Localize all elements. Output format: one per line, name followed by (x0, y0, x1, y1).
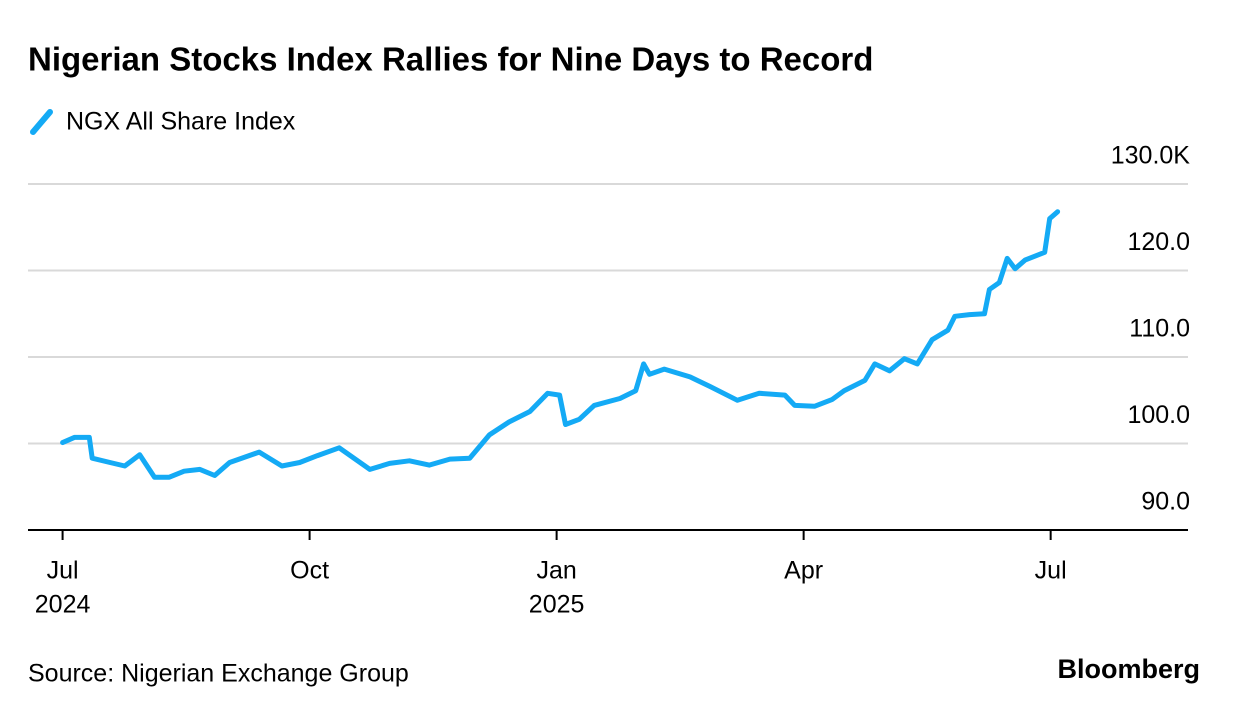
legend-swatch (30, 109, 53, 135)
y-tick-label: 90.0 (1141, 488, 1190, 516)
x-tick-label: Jul (47, 557, 79, 585)
y-tick-label: 110.0 (1129, 315, 1190, 343)
y-tick-label: 100.0 (1127, 401, 1190, 429)
x-year-label: 2025 (529, 591, 585, 619)
series-line (60, 209, 1061, 480)
x-year-label: 2024 (35, 591, 91, 619)
chart-title: Nigerian Stocks Index Rallies for Nine D… (28, 41, 873, 78)
brand: Bloomberg (1057, 654, 1200, 684)
y-tick-label: 130.0K (1111, 142, 1191, 170)
x-tick-label: Jan (536, 557, 576, 585)
x-tick-label: Apr (784, 557, 823, 585)
x-tick-label: Oct (290, 557, 329, 585)
source: Source: Nigerian Exchange Group (28, 660, 409, 688)
y-tick-label: 120.0 (1127, 228, 1190, 256)
x-tick-label: Jul (1035, 557, 1067, 585)
legend-label: NGX All Share Index (66, 108, 296, 136)
